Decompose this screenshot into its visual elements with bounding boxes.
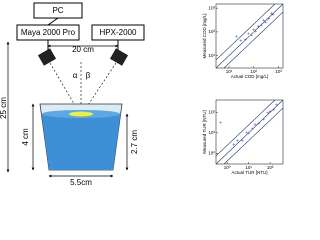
y-tick-label: 10² — [208, 29, 215, 34]
x-axis-label: Actual TUR [NTU] — [232, 170, 268, 175]
point: + — [252, 27, 255, 33]
point: + — [250, 33, 253, 39]
point: + — [269, 109, 272, 115]
x-axis-label: Actual COD [mg/L] — [231, 74, 269, 79]
reference-line — [215, 3, 276, 61]
point: + — [270, 11, 273, 17]
alpha-label: α — [73, 71, 78, 80]
point: + — [262, 18, 265, 24]
point: + — [257, 24, 260, 30]
beta-label: β — [86, 71, 91, 80]
pc-label: PC — [52, 6, 63, 15]
probe — [109, 48, 129, 66]
point: + — [275, 103, 278, 109]
point: + — [245, 130, 248, 136]
distance-label: 20 cm — [72, 45, 94, 54]
y-axis-label: Measured COD [mg/L] — [202, 13, 207, 58]
point: + — [241, 138, 244, 144]
cable — [47, 17, 59, 26]
point: + — [247, 32, 250, 38]
figure: PC Maya 2000 Pro HPX-2000 20 cm α β 25 c… — [0, 2, 284, 187]
y-axis-label: Measured TUR [NTU] — [202, 110, 207, 153]
point: + — [219, 120, 222, 126]
point: + — [264, 20, 267, 26]
diagram: PC Maya 2000 Pro HPX-2000 20 cm α β 25 c… — [0, 2, 145, 187]
reference-line — [215, 3, 284, 69]
height-label: 25 cm — [0, 97, 8, 119]
point: + — [251, 127, 254, 133]
lamp-label: HPX-2000 — [100, 28, 137, 37]
x-tick-label: 10⁰ — [224, 165, 231, 170]
point: + — [244, 37, 247, 43]
spectrometer-label: Maya 2000 Pro — [21, 28, 76, 37]
point: + — [272, 13, 275, 19]
x-tick-label: 10¹ — [245, 165, 252, 170]
point: + — [257, 121, 260, 127]
reference-line — [215, 99, 284, 165]
point: + — [236, 138, 239, 144]
reference-line — [215, 99, 276, 157]
point: + — [254, 29, 257, 35]
point: + — [239, 39, 242, 45]
depth-label: 4 cm — [21, 128, 30, 146]
point: + — [267, 16, 270, 22]
point: + — [247, 131, 250, 137]
y-tick-label: 10³ — [208, 5, 215, 10]
x-tick-label: 10² — [267, 165, 274, 170]
light-spot — [69, 111, 93, 117]
probe — [37, 48, 57, 66]
x-tick-label: 10¹ — [226, 69, 233, 74]
y-tick-label: 10¹ — [208, 130, 215, 135]
point: + — [272, 107, 275, 113]
point: + — [254, 122, 257, 128]
reference-line — [223, 11, 284, 69]
y-tick-label: 10² — [208, 110, 215, 115]
reference-line — [223, 107, 284, 165]
y-tick-label: 10¹ — [208, 53, 215, 58]
point: + — [235, 34, 238, 40]
point: + — [232, 142, 235, 148]
water — [41, 114, 121, 170]
y-tick-label: 10⁰ — [208, 150, 215, 155]
diameter-label: 5.5cm — [70, 178, 92, 187]
point: + — [260, 23, 263, 29]
level-label: 2.7 cm — [130, 130, 139, 154]
point: + — [267, 111, 270, 117]
x-tick-label: 10³ — [275, 69, 282, 74]
point: + — [262, 117, 265, 123]
x-tick-label: 10² — [251, 69, 258, 74]
